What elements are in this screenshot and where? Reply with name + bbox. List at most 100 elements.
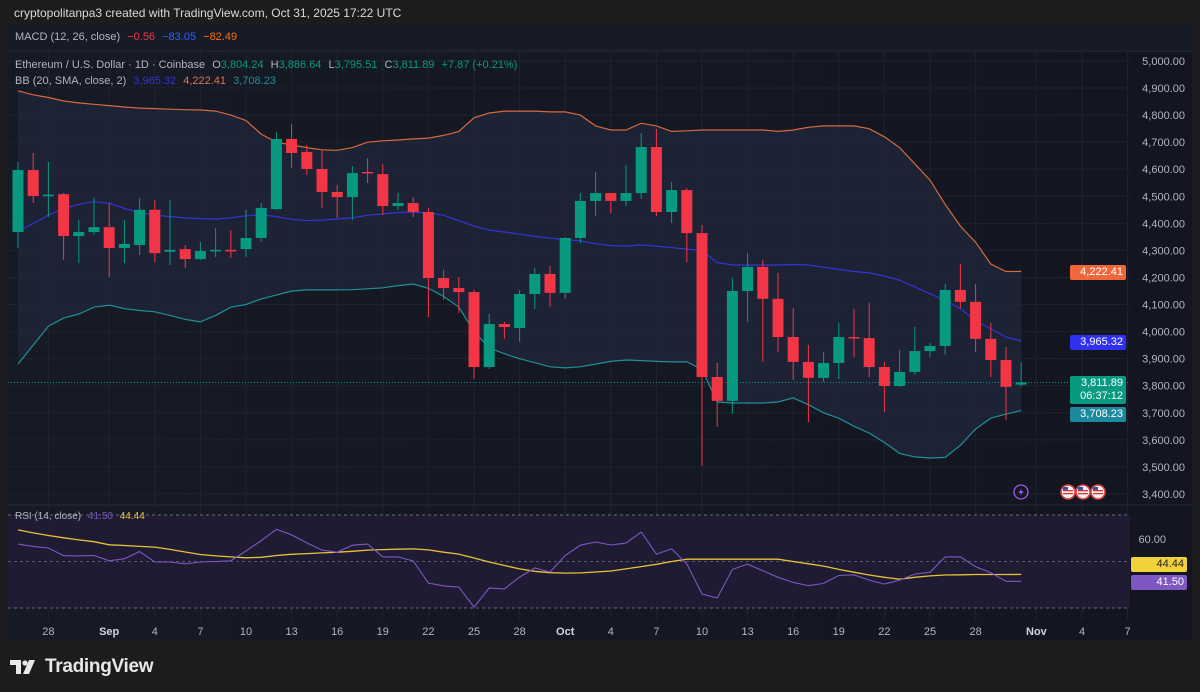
candle-down[interactable] [544,265,556,307]
candle-up[interactable] [134,197,146,256]
candle-down[interactable] [468,289,480,379]
candle-up[interactable] [939,283,951,355]
candle-down[interactable] [362,158,374,184]
candle-down[interactable] [802,344,814,422]
candle-up[interactable] [529,268,541,309]
candle-up[interactable] [924,342,936,358]
candle-up[interactable] [574,193,586,244]
candle-down[interactable] [787,308,799,381]
candle-down[interactable] [331,184,343,218]
candle-down[interactable] [377,164,389,215]
date-tick-label: 16 [787,626,799,638]
candle-body [574,200,586,238]
candle-body [529,273,541,294]
date-tick-label: 28 [969,626,981,638]
rsi-legend[interactable]: RSI (14, close) 41.50 44.44 [15,511,149,522]
price-tick-label: 4,000.00 [1142,327,1185,339]
candle-up[interactable] [666,181,678,224]
candle-down[interactable] [179,245,191,269]
candle-up[interactable] [514,289,526,342]
candle-down[interactable] [438,269,450,300]
candle-up[interactable] [210,227,222,257]
date-tick-label: 19 [377,626,389,638]
candle-down[interactable] [985,322,997,378]
candle-down[interactable] [681,187,693,263]
candle-up[interactable] [559,236,571,299]
candle-up[interactable] [164,199,176,266]
candle-down[interactable] [58,193,70,260]
candle-down[interactable] [422,207,434,317]
bb-upper-price-badge: 4,222.41 [1070,265,1126,280]
candle-down[interactable] [149,199,161,263]
candle-up[interactable] [483,314,495,369]
candle-down[interactable] [498,321,510,339]
candle-up[interactable] [118,220,130,264]
candle-down[interactable] [878,361,890,412]
candle-down[interactable] [103,203,115,277]
rsi-ma-line [17,529,1022,580]
candle-up[interactable] [42,161,54,217]
candle-up[interactable] [194,242,206,260]
candle-up[interactable] [635,132,647,200]
high-value: 3,886.64 [278,59,322,71]
macd-histogram-value: −82.49 [203,31,238,43]
candle-up[interactable] [346,165,358,221]
candle-up[interactable] [726,278,738,414]
tradingview-logo[interactable]: TradingView [10,656,154,678]
candle-down[interactable] [316,150,328,208]
candle-down[interactable] [301,144,313,175]
candle-down[interactable] [286,124,298,168]
candle-body [301,151,313,169]
candle-up[interactable] [392,193,404,210]
us-flag-icon[interactable] [1075,484,1091,500]
price-tick-label: 5,000.00 [1142,56,1185,68]
candle-down[interactable] [407,197,419,217]
candle-down[interactable] [225,230,237,258]
rsi-ma-badge: 44.44 [1131,557,1187,572]
date-tick-label: 22 [422,626,434,638]
candle-up[interactable] [909,326,921,375]
bar-countdown: 06:37:12 [1080,390,1123,402]
bb-legend[interactable]: BB (20, SMA, close, 2) 3,965.32 4,222.41… [15,75,280,87]
us-flag-icon[interactable] [1090,484,1106,500]
candle-up[interactable] [12,161,24,248]
candle-up[interactable] [240,209,252,257]
candle-up[interactable] [894,350,906,387]
candle-up[interactable] [73,220,85,264]
lightning-icon[interactable] [1013,484,1029,500]
time-axis[interactable]: 28 Sep 4 7 10 13 16 19 22 25 28 Oct 4 7 10 13 16 19 22 25 28… [42,626,1130,638]
symbol-legend[interactable]: Ethereum / U.S. Dollar · 1D · Coinbase O… [15,59,521,71]
candle-down[interactable] [453,276,465,313]
candle-up[interactable] [590,171,602,217]
candle-body [210,249,222,252]
candle-up[interactable] [620,164,632,207]
candle-down[interactable] [954,263,966,309]
low-label: L [328,59,335,71]
candle-body [802,361,814,378]
candle-up[interactable] [255,203,267,243]
candle-down[interactable] [863,302,875,378]
candle-body [73,232,85,237]
candle-up[interactable] [270,131,282,210]
candle-down[interactable] [696,224,708,466]
candle-down[interactable] [970,283,982,352]
candle-down[interactable] [757,259,769,362]
candle-down[interactable] [1000,347,1012,420]
candle-down[interactable] [772,272,784,352]
candle-up[interactable] [833,322,845,379]
us-flag-icon[interactable] [1060,484,1076,500]
candle-down[interactable] [650,128,662,217]
candle-up[interactable] [88,197,100,235]
candle-down[interactable] [848,308,860,358]
candle-up[interactable] [742,252,754,322]
candle-down[interactable] [605,193,617,214]
macd-legend[interactable]: MACD (12, 26, close) −0.56 −83.05 −82.49 [15,31,241,43]
price-axis[interactable]: 5,000.00 4,900.00 4,800.00 4,700.00 4,600.00… [1142,56,1185,501]
candle-body [134,209,146,246]
candle-down[interactable] [711,362,723,427]
candle-up[interactable] [818,351,830,382]
candle-up[interactable] [1015,362,1027,387]
candle-down[interactable] [27,153,39,204]
symbol-label: Ethereum / U.S. Dollar · 1D · Coinbase [15,59,206,71]
